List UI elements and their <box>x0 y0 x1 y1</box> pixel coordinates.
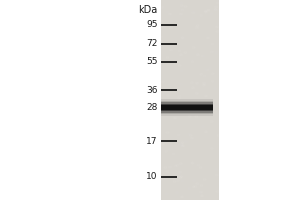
Bar <box>160 105 213 110</box>
Text: 55: 55 <box>146 57 158 66</box>
Text: 28: 28 <box>146 103 158 112</box>
Text: 36: 36 <box>146 86 158 95</box>
Bar <box>160 105 213 110</box>
Text: kDa: kDa <box>138 5 158 15</box>
Bar <box>160 101 213 114</box>
Bar <box>160 104 213 111</box>
Text: 10: 10 <box>146 172 158 181</box>
Bar <box>160 99 213 116</box>
Text: 17: 17 <box>146 137 158 146</box>
Text: 95: 95 <box>146 20 158 29</box>
Bar <box>160 102 213 113</box>
Text: 72: 72 <box>146 39 158 48</box>
Bar <box>160 0 219 200</box>
